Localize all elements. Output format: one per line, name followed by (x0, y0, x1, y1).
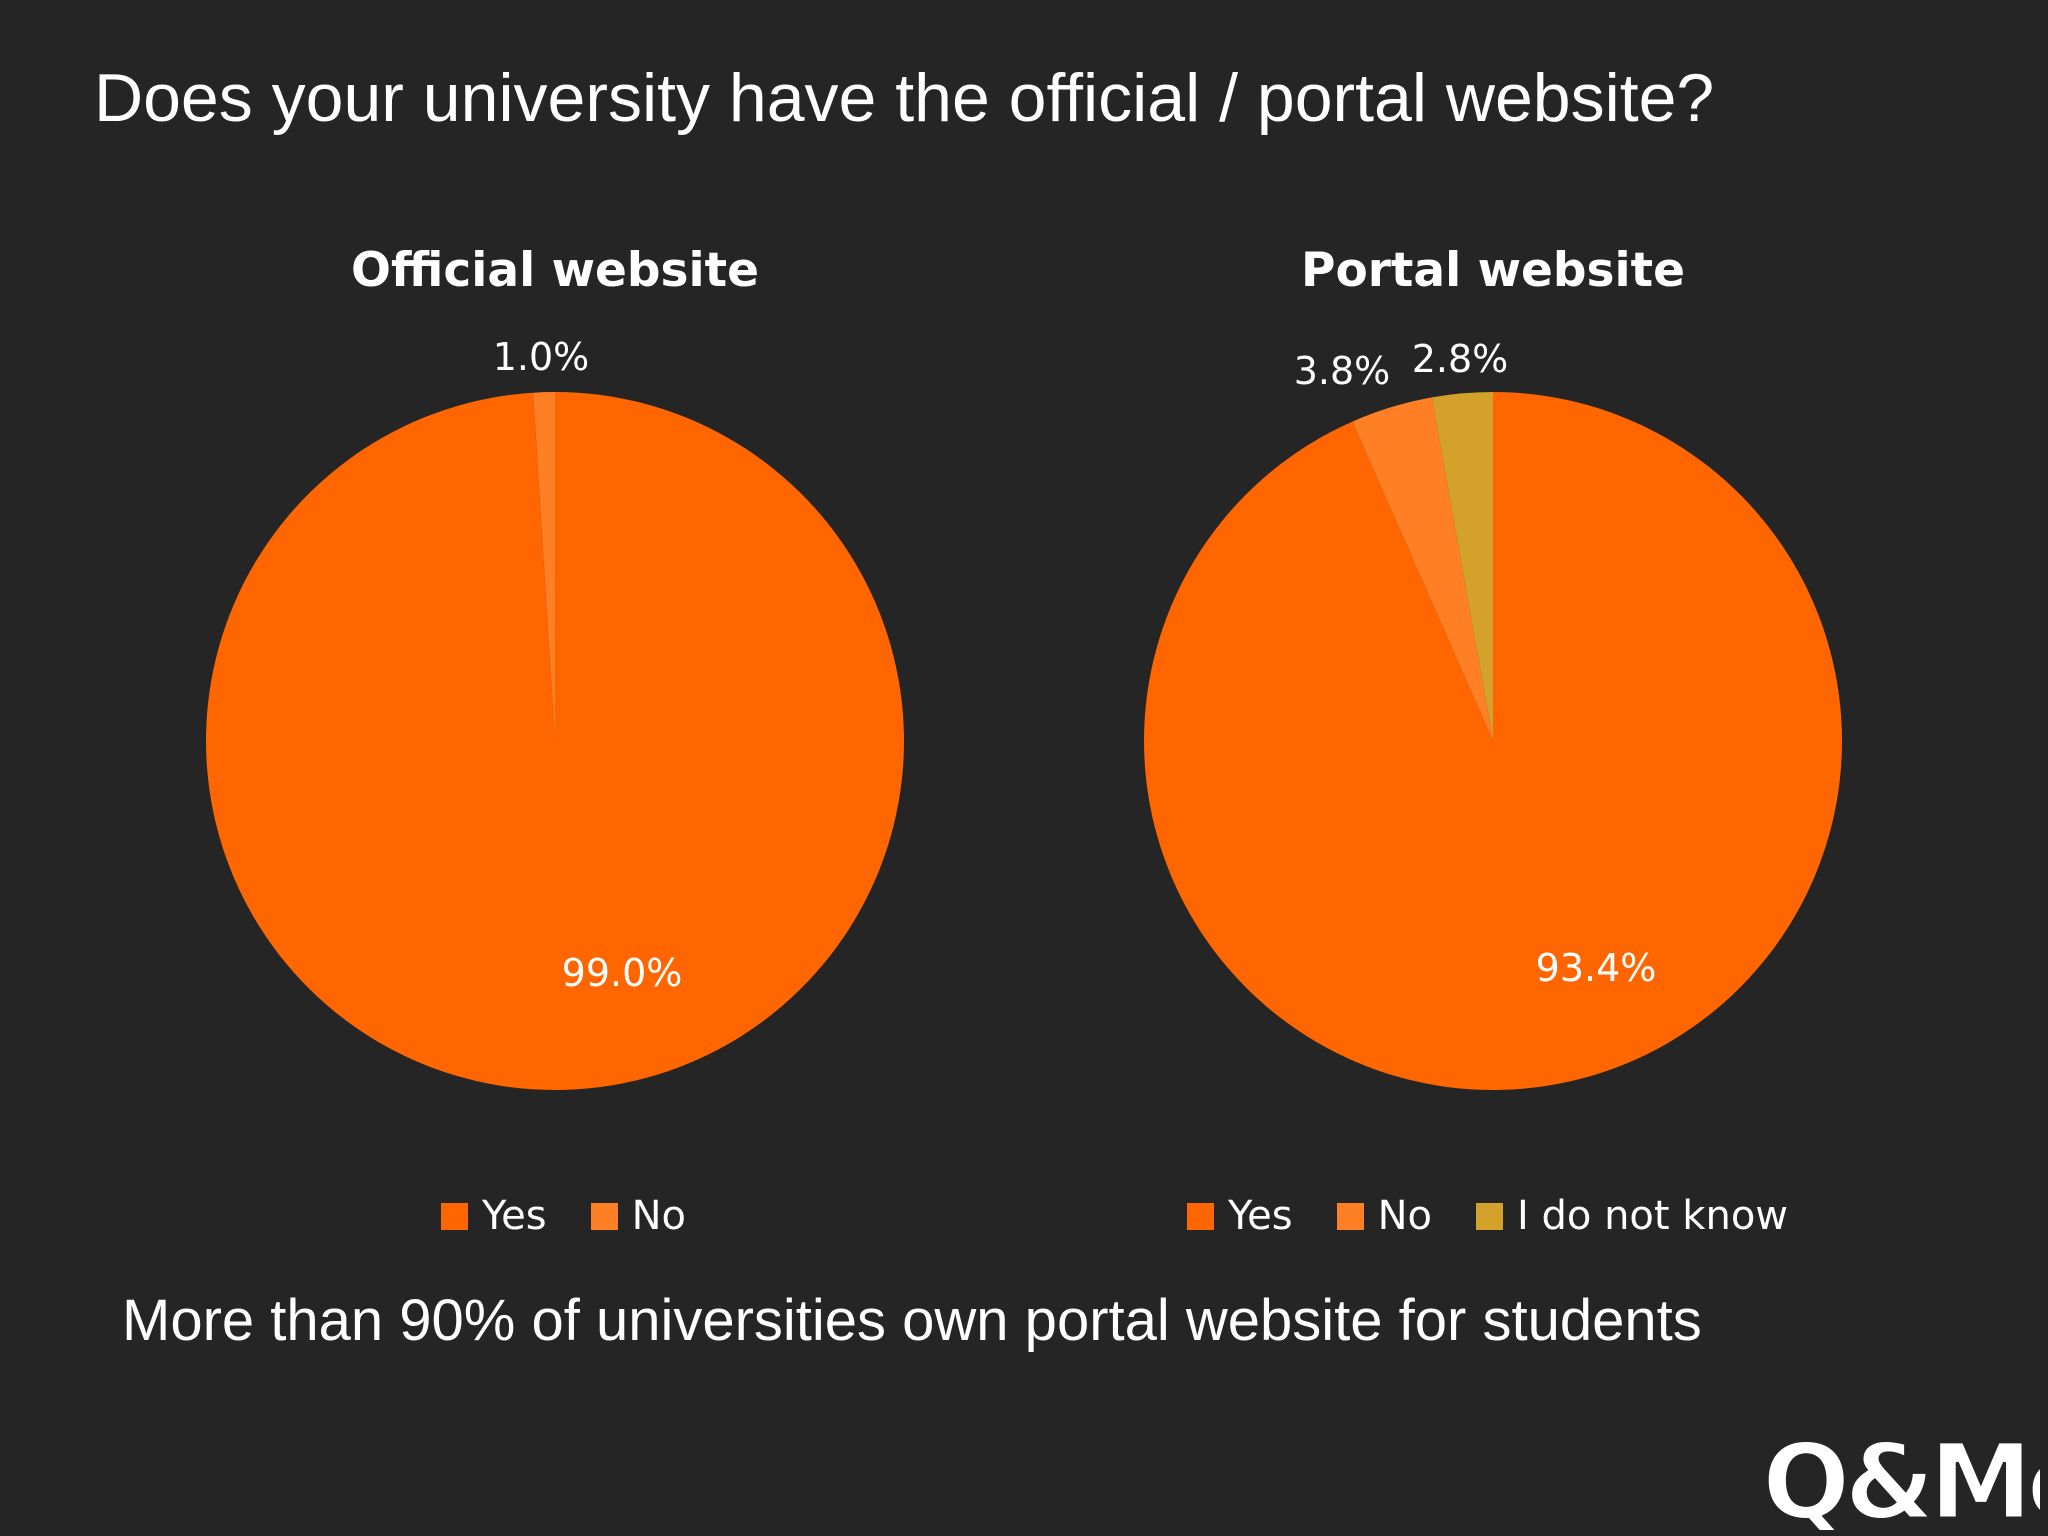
portal-data-label-i-do-not-know: 2.8% (1412, 337, 1509, 381)
legend-label: I do not know (1516, 1193, 1788, 1239)
official-chart-title: Official website (351, 243, 759, 298)
portal-chart-title: Portal website (1301, 243, 1685, 298)
official-data-label-no: 1.0% (493, 335, 590, 379)
official-slice-no (533, 392, 555, 741)
portal-data-label-yes: 93.4% (1536, 946, 1657, 990)
official-legend-item-yes: Yes (441, 1193, 547, 1239)
legend-swatch-icon (1187, 1202, 1214, 1230)
official-legend: Yes No (441, 1188, 686, 1244)
legend-label: Yes (482, 1193, 547, 1239)
portal-slice-i-do-not-know (1431, 392, 1493, 741)
legend-swatch-icon (1475, 1202, 1503, 1230)
svg-text:Q&Me: Q&Me (1762, 1421, 2040, 1530)
official-slice-yes (205, 392, 904, 1090)
legend-swatch-icon (441, 1202, 468, 1230)
official-legend-item-no: No (590, 1193, 686, 1239)
legend-label: Yes (1228, 1193, 1293, 1239)
portal-pie-chart: Portal website 93.4% 3.8% 2.8% (1144, 243, 1842, 1090)
portal-legend: Yes No I do not know (1187, 1188, 1788, 1244)
official-pie-chart: Official website 99.0% 1.0% (205, 243, 904, 1090)
legend-swatch-icon (1336, 1202, 1364, 1230)
portal-legend-item-yes: Yes (1187, 1193, 1293, 1239)
legend-swatch-icon (590, 1202, 618, 1230)
legend-label: No (1377, 1193, 1432, 1239)
slide-caption: More than 90% of universities own portal… (122, 1288, 1702, 1353)
slide-title: Does your university have the official /… (94, 60, 1715, 136)
official-data-label-yes: 99.0% (562, 951, 683, 995)
portal-slice-no (1352, 397, 1493, 741)
portal-legend-item-i-do-not-know: I do not know (1475, 1193, 1788, 1239)
portal-legend-item-no: No (1336, 1193, 1432, 1239)
legend-label: No (631, 1193, 686, 1239)
qme-logo: Q&Me (1761, 1420, 2041, 1530)
portal-data-label-no: 3.8% (1294, 349, 1391, 393)
